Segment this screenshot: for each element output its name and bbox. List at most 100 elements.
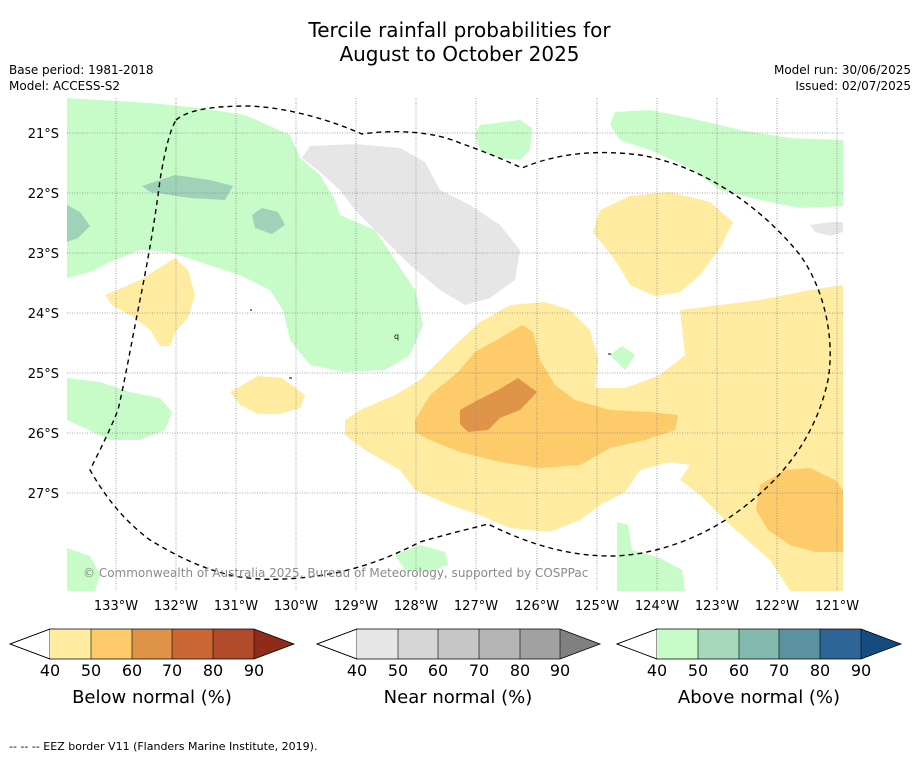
colorbar-tick: 80 — [510, 661, 530, 680]
colorbar-tick: 90 — [851, 661, 871, 680]
lat-gridlines — [67, 132, 843, 494]
lon-label: 129°W — [334, 599, 378, 614]
above-normal-region-south — [395, 545, 448, 572]
colorbar-swatch — [520, 629, 560, 659]
colorbar-tick: 80 — [203, 661, 223, 680]
colorbar-arrow-left — [315, 628, 358, 660]
colorbar-arrow-right — [560, 629, 600, 659]
lat-label: 25°S — [28, 367, 59, 382]
issued-date: Issued: 02/07/2025 — [795, 79, 911, 93]
colorbar-tick: 40 — [40, 661, 60, 680]
near-normal-region-north — [302, 144, 520, 305]
map-title: Tercile rainfall probabilities for Augus… — [0, 18, 919, 66]
colorbar-tick: 60 — [122, 661, 142, 680]
lon-label: 133°W — [94, 599, 138, 614]
colorbar-arrow-right — [861, 629, 901, 659]
colorbar-near-normal: 40 50 60 70 80 90 Near normal (%) — [315, 628, 602, 708]
below-normal-region-southwest — [230, 376, 305, 414]
lon-label: 127°W — [454, 599, 498, 614]
lon-label: 126°W — [515, 599, 559, 614]
colorbar-swatch — [172, 629, 213, 659]
lon-label: 124°W — [635, 599, 679, 614]
colorbar-swatch — [820, 629, 861, 659]
colorbar-tick: 70 — [469, 661, 489, 680]
colorbar-swatch — [779, 629, 820, 659]
lat-axis-labels: 21°S 22°S 23°S 24°S 25°S 26°S 27°S — [28, 127, 59, 502]
above-normal-50-region-c — [67, 205, 90, 242]
colorbar-tick: 50 — [388, 661, 408, 680]
near-normal-region-east — [810, 222, 843, 236]
colorbar-swatch — [479, 629, 520, 659]
title-line-2: August to October 2025 — [339, 42, 580, 66]
above-normal-region-northeast — [610, 110, 843, 208]
lat-label: 22°S — [28, 187, 59, 202]
lon-label: 132°W — [154, 599, 198, 614]
below-normal-50-region-central — [415, 325, 678, 468]
lat-label: 23°S — [28, 247, 59, 262]
colorbar-below-normal: 40 50 60 70 80 90 Below normal (%) — [8, 628, 296, 708]
lon-label: 128°W — [394, 599, 438, 614]
colorbar-swatch — [739, 629, 779, 659]
above-normal-50-region-b — [252, 208, 285, 234]
lat-label: 27°S — [28, 487, 59, 502]
colorbar-arrow-left — [8, 628, 51, 660]
colorbar-swatch — [398, 629, 438, 659]
colorbar-swatch — [357, 629, 398, 659]
above-normal-region-southwest — [67, 378, 172, 440]
above-normal-region-southeast — [617, 522, 685, 591]
colorbar-tick: 80 — [810, 661, 830, 680]
lon-label: 122°W — [755, 599, 799, 614]
model-run: Model run: 30/06/2025 — [773, 63, 911, 77]
colorbar-tick: 60 — [428, 661, 448, 680]
above-normal-region-north — [475, 120, 532, 160]
lon-label: 131°W — [214, 599, 258, 614]
base-period: Base period: 1981-2018 — [9, 63, 154, 77]
lat-label: 26°S — [28, 427, 59, 442]
lon-label: 121°W — [815, 599, 859, 614]
copyright-notice: © Commonwealth of Australia 2025, Bureau… — [83, 566, 588, 580]
colorbar-tick: 60 — [729, 661, 749, 680]
lon-label: 123°W — [695, 599, 739, 614]
eez-footnote: -- -- -- EEZ border V11 (Flanders Marine… — [9, 740, 318, 753]
colorbar-swatch — [213, 629, 254, 659]
colorbar-tick: 40 — [347, 661, 367, 680]
map-marker-q: q — [394, 332, 399, 341]
lat-label: 21°S — [28, 127, 59, 142]
colorbar-tick: 40 — [647, 661, 667, 680]
below-normal-60-region — [460, 378, 537, 432]
colorbar-swatch — [91, 629, 132, 659]
colorbar-title: Above normal (%) — [678, 687, 840, 708]
above-normal-region-small — [610, 346, 635, 370]
lat-label: 24°S — [28, 307, 59, 322]
colorbar-title: Below normal (%) — [72, 687, 232, 708]
colorbar-tick: 70 — [162, 661, 182, 680]
colorbar-swatch — [438, 629, 479, 659]
below-normal-region-east — [593, 192, 733, 296]
colorbar-swatch — [132, 629, 172, 659]
model-name: Model: ACCESS-S2 — [9, 79, 121, 93]
below-normal-50-region-southeast — [756, 468, 843, 552]
colorbar-outline — [8, 628, 296, 660]
lon-label: 130°W — [274, 599, 318, 614]
colorbar-outline — [615, 628, 903, 660]
colorbar-title: Near normal (%) — [384, 687, 533, 708]
colorbar-tick: 50 — [688, 661, 708, 680]
colorbar-arrow-left — [615, 628, 658, 660]
colorbar-swatch — [698, 629, 739, 659]
title-line-1: Tercile rainfall probabilities for — [308, 18, 611, 42]
colorbar-outline — [315, 628, 602, 660]
probability-map — [67, 98, 843, 591]
colorbar-above-normal: 40 50 60 70 80 90 Above normal (%) — [615, 628, 903, 708]
colorbar-tick: 70 — [769, 661, 789, 680]
lon-axis-labels: 133°W 132°W 131°W 130°W 129°W 128°W 127°… — [94, 599, 859, 614]
colorbar-tick: 50 — [81, 661, 101, 680]
below-normal-region-west — [105, 258, 195, 346]
above-normal-region-west — [67, 98, 423, 372]
meta-right: Model run: 30/06/2025 Issued: 02/07/2025 — [774, 62, 911, 94]
colorbar-swatch — [50, 629, 91, 659]
colorbar-arrow-right — [254, 629, 294, 659]
meta-left: Base period: 1981-2018 Model: ACCESS-S2 — [9, 62, 154, 94]
colorbar-tick: 90 — [550, 661, 570, 680]
above-normal-50-region-a — [142, 175, 233, 200]
